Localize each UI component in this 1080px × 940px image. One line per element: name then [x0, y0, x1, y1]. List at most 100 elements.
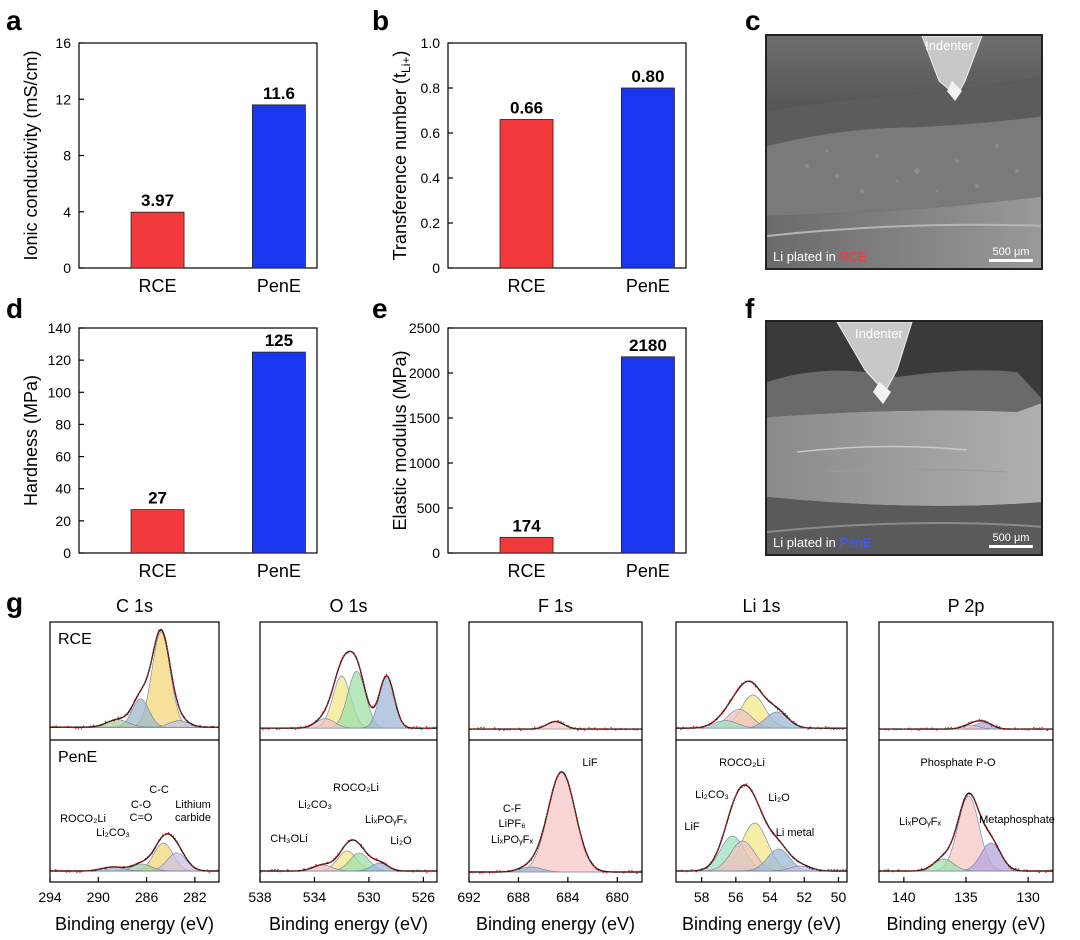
peak-annotation: LiₓPOᵧFₓ: [365, 814, 407, 826]
panel-label-g: g: [6, 587, 23, 618]
x-axis-label: Binding energy (eV): [682, 914, 841, 934]
xps-panel-g1: C 1s RCE PenE 294 290 286 282 Binding energy (e…: [38, 596, 220, 934]
plot-frame: [675, 621, 848, 883]
x-tick-label: 286: [135, 889, 159, 905]
peak-annotation: LiF: [684, 821, 700, 833]
x-tick-label: 534: [303, 889, 327, 905]
raw-data-top: [468, 719, 643, 732]
caption-prefix: Li plated in: [773, 535, 840, 550]
scale-bar-pene: 500 μm: [989, 532, 1033, 548]
peak-annotation: Li₂O: [768, 792, 790, 804]
plot-frame: [447, 42, 687, 269]
spectrum-title: C 1s: [116, 596, 153, 616]
bar-pene: [621, 87, 675, 269]
bar-pene: [252, 351, 306, 554]
raw-data-bottom: [49, 831, 220, 874]
y-tick-label: 8: [63, 148, 71, 164]
sem-image-pene: Indenter Li plated in PenE 500 μm: [765, 320, 1043, 556]
x-tick-label: 530: [357, 889, 381, 905]
component-peak-bottom: [469, 771, 642, 873]
raw-data-bottom: [878, 793, 1054, 874]
plot-frame: [447, 327, 687, 554]
x-axis-label: Binding energy (eV): [269, 914, 428, 934]
bar-rce: [499, 119, 554, 269]
data-label-rce: 3.97: [141, 191, 174, 210]
x-tick-label-rce: RCE: [139, 276, 177, 296]
x-tick-label: 294: [38, 889, 62, 905]
panel-label-d: d: [6, 293, 23, 324]
xps-panel-g5: P 2p 140 135 130 Binding energy (eV) Phosphat…: [878, 596, 1055, 934]
x-tick-label-rce: RCE: [508, 276, 546, 296]
bar-rce: [130, 211, 185, 269]
envelope-fit-bottom: [469, 771, 642, 873]
spectrum-title: P 2p: [948, 596, 985, 616]
x-tick-label: 282: [183, 889, 207, 905]
y-tick-label: 0: [63, 545, 71, 561]
sem-pene-drawing: [767, 322, 1041, 554]
x-tick-label: 140: [892, 889, 916, 905]
panel-label-c: c: [745, 5, 761, 36]
component-peak-top: [260, 670, 437, 729]
x-tick-label: 56: [728, 889, 744, 905]
sem-caption-rce: Li plated in RCE: [773, 249, 867, 264]
y-tick-label: 0.6: [421, 125, 441, 141]
x-tick-label: 52: [796, 889, 812, 905]
y-tick-label: 1.0: [421, 35, 441, 51]
plot-frame: [78, 327, 318, 554]
y-axis-label: Ionic conductivity (mS/cm): [21, 50, 41, 260]
y-tick-label: 40: [55, 481, 71, 497]
bar-pene: [252, 104, 306, 269]
peak-annotation: carbide: [175, 812, 211, 824]
y-tick-label: 2000: [409, 365, 440, 381]
peak-annotation: C-O: [131, 799, 152, 811]
data-label-rce: 174: [512, 516, 541, 535]
peak-annotation: Li₂CO₃: [96, 827, 130, 839]
data-label-pene: 125: [265, 331, 293, 350]
peak-annotation: Li₂O: [390, 835, 412, 847]
bar-chart-e: 0 500 1000 1500 2000 2500 Elastic modulus (MPa…: [390, 320, 687, 581]
raw-data-bottom: [259, 838, 438, 874]
data-label-rce: 27: [148, 489, 167, 508]
y-tick-label: 2500: [409, 320, 440, 336]
panel-label-e: e: [372, 293, 388, 324]
peak-annotation: LiPF₆: [498, 818, 525, 830]
raw-data-top: [259, 651, 438, 731]
peak-annotation: ROCO₂Li: [60, 813, 106, 825]
peak-annotation: C-F: [503, 803, 522, 815]
x-tick-label-pene: PenE: [626, 561, 670, 581]
peak-annotation: ROCO₂Li: [333, 782, 379, 794]
y-tick-label: 80: [55, 416, 71, 432]
x-axis-label: Binding energy (eV): [886, 914, 1045, 934]
caption-highlight-rce: RCE: [839, 249, 867, 264]
y-tick-label: 100: [48, 384, 72, 400]
sem-image-rce: Indenter Li plated in RCE 500 μm: [765, 34, 1043, 270]
x-tick-label: 538: [248, 889, 272, 905]
peak-annotation: LiₓPOᵧFₓ: [899, 816, 941, 828]
raw-data-top: [675, 679, 848, 731]
caption-highlight-pene: PenE: [839, 535, 872, 550]
data-label-pene: 0.80: [631, 67, 664, 86]
data-label-pene: 11.6: [263, 84, 295, 103]
sample-label-pene: PenE: [58, 749, 97, 766]
x-tick-label: 290: [87, 889, 111, 905]
x-tick-label-pene: PenE: [626, 276, 670, 296]
component-peak-bottom: [879, 795, 1053, 872]
peak-annotation: C-C: [149, 784, 169, 796]
x-tick-label: 688: [507, 889, 531, 905]
y-tick-label: 500: [417, 500, 441, 516]
x-tick-label-pene: PenE: [257, 561, 301, 581]
plot-frame: [468, 621, 643, 883]
indenter-label-pene: Indenter: [855, 326, 903, 341]
bar-chart-a: 0 4 8 12 16 Ionic conductivity (mS/cm) 3.97 RCE…: [21, 35, 318, 296]
peak-annotation: Li₂CO₃: [695, 789, 729, 801]
x-tick-label-rce: RCE: [139, 561, 177, 581]
xps-panel-g4: Li 1s 58 56 54 52 50 Binding energy (eV) ROCO₂L…: [675, 596, 848, 934]
x-tick-label: 135: [954, 889, 978, 905]
envelope-fit-top: [879, 720, 1053, 730]
scale-label: 500 μm: [992, 246, 1030, 258]
y-tick-label: 0: [432, 260, 440, 276]
y-axis-label: Transference number (tLi+): [390, 51, 413, 261]
x-tick-label: 692: [457, 889, 481, 905]
envelope-fit-bottom: [879, 792, 1053, 872]
